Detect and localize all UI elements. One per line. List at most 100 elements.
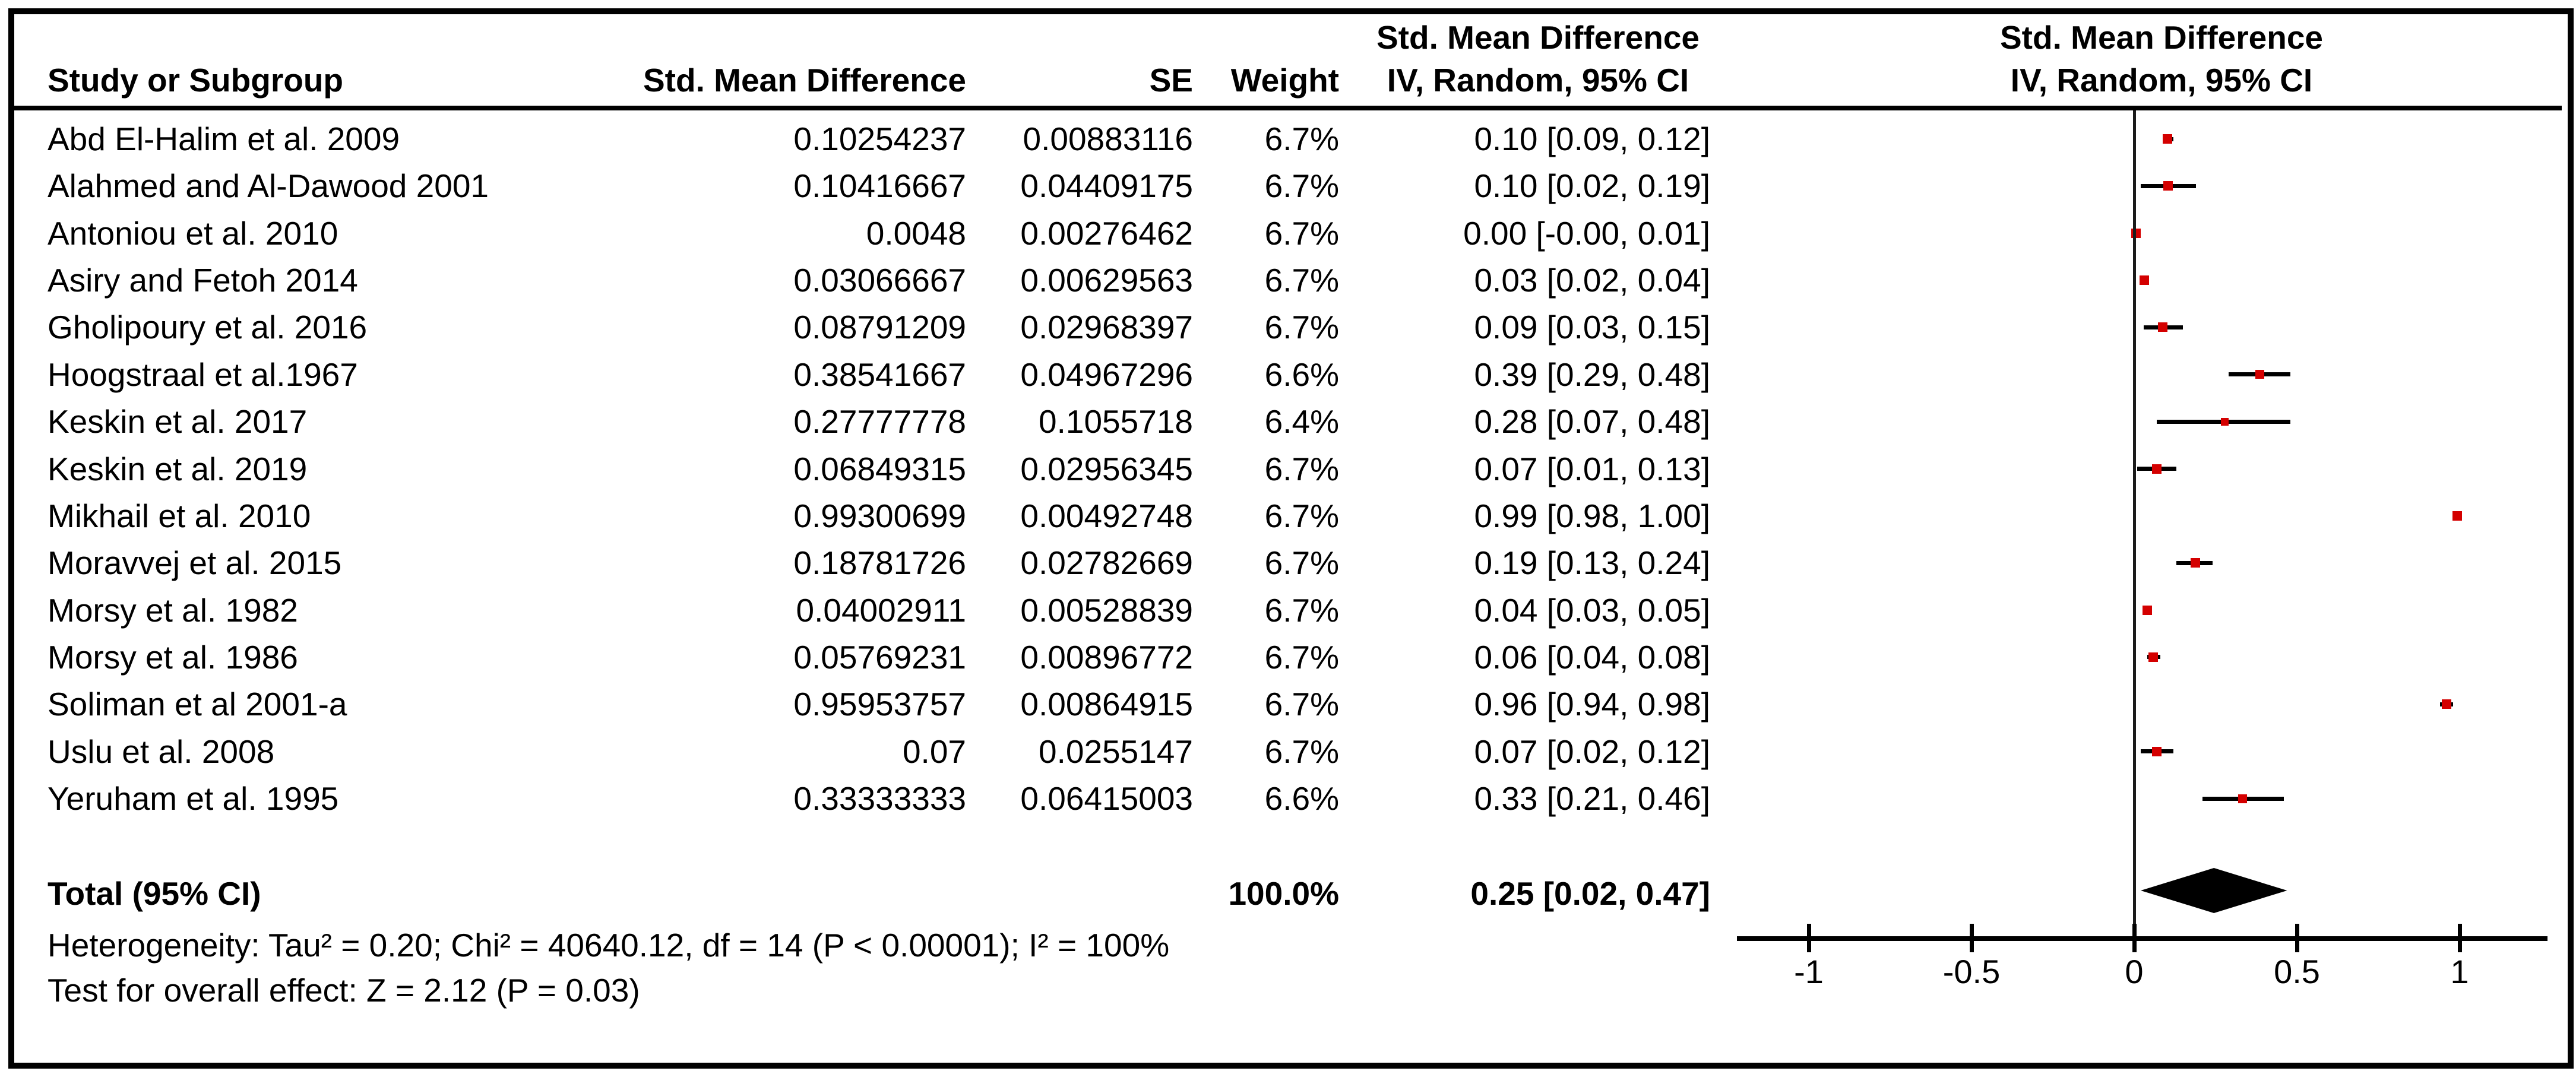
cell-ci: 0.28 [0.07, 0.48] bbox=[1474, 403, 1710, 441]
table-row: Abd El-Halim et al. 2009 0.10254237 0.0088… bbox=[0, 118, 1781, 160]
cell-study: Hoogstraal et al.1967 bbox=[48, 356, 358, 393]
forest-point-marker bbox=[2441, 699, 2451, 709]
cell-se: 0.00492748 bbox=[1020, 497, 1193, 534]
cell-smd: 0.10254237 bbox=[793, 121, 966, 157]
cell-study: Asiry and Fetoh 2014 bbox=[48, 262, 358, 299]
forest-point-marker bbox=[2190, 558, 2200, 568]
heterogeneity-stats: Heterogeneity: Tau² = 0.20; Chi² = 40640… bbox=[48, 927, 1170, 964]
total-weight: 100.0% bbox=[1228, 875, 1339, 912]
table-row: Soliman et al 2001-a 0.95953757 0.00864915… bbox=[0, 683, 1781, 725]
table-row: Alahmed and Al-Dawood 2001 0.10416667 0.04… bbox=[0, 165, 1781, 207]
plot-column-header-line1: Std. Mean Difference bbox=[1999, 19, 2323, 56]
x-axis-tick-label: -0.5 bbox=[1942, 953, 2001, 990]
cell-smd: 0.10416667 bbox=[793, 167, 966, 205]
table-row: Uslu et al. 2008 0.07 0.0255147 6.7% 0.07 [0… bbox=[0, 731, 1781, 772]
table-row: Hoogstraal et al.1967 0.38541667 0.0496729… bbox=[0, 354, 1781, 395]
cell-study: Soliman et al 2001-a bbox=[48, 686, 347, 723]
cell-study: Mikhail et al. 2010 bbox=[48, 497, 311, 534]
x-axis-tick-label: -1 bbox=[1794, 953, 1824, 990]
cell-weight: 6.7% bbox=[1264, 686, 1339, 723]
cell-se: 0.1055718 bbox=[1039, 403, 1193, 441]
cell-se: 0.00528839 bbox=[1020, 591, 1193, 629]
cell-se: 0.02968397 bbox=[1020, 309, 1193, 346]
table-row: Gholipoury et al. 2016 0.08791209 0.029683… bbox=[0, 306, 1781, 348]
cell-weight: 6.7% bbox=[1264, 638, 1339, 676]
cell-ci: 0.06 [0.04, 0.08] bbox=[1474, 638, 1710, 676]
forest-point-marker bbox=[2220, 417, 2229, 426]
cell-smd: 0.18781726 bbox=[793, 544, 966, 582]
smd-column-header: Std. Mean Difference bbox=[643, 62, 966, 99]
cell-weight: 6.7% bbox=[1264, 214, 1339, 252]
study-column-header: Study or Subgroup bbox=[48, 62, 344, 99]
forest-point-marker bbox=[2255, 370, 2264, 379]
cell-weight: 6.6% bbox=[1264, 356, 1339, 393]
x-axis-line bbox=[1737, 936, 2547, 941]
x-axis-tick bbox=[2295, 924, 2299, 952]
x-axis-tick-label: 0 bbox=[2125, 953, 2144, 990]
forest-point-marker bbox=[2158, 322, 2168, 332]
x-axis-tick bbox=[1970, 924, 1974, 952]
cell-study: Keskin et al. 2019 bbox=[48, 450, 308, 487]
cell-weight: 6.7% bbox=[1264, 591, 1339, 629]
cell-ci: 0.96 [0.94, 0.98] bbox=[1474, 686, 1710, 723]
table-row: Yeruham et al. 1995 0.33333333 0.06415003 6… bbox=[0, 778, 1781, 819]
x-axis-tick-label: 1 bbox=[2450, 953, 2469, 990]
table-row: Mikhail et al. 2010 0.99300699 0.00492748 6… bbox=[0, 495, 1781, 537]
forest-point-marker bbox=[2163, 181, 2173, 191]
total-row-label: Total (95% CI) bbox=[48, 875, 261, 912]
forest-point-marker bbox=[2452, 511, 2463, 521]
table-row: Keskin et al. 2019 0.06849315 0.02956345 6.… bbox=[0, 448, 1781, 490]
cell-se: 0.04967296 bbox=[1020, 356, 1193, 393]
cell-weight: 6.7% bbox=[1264, 450, 1339, 487]
cell-se: 0.00629563 bbox=[1020, 262, 1193, 299]
cell-weight: 6.7% bbox=[1264, 121, 1339, 157]
table-row: Antoniou et al. 2010 0.0048 0.00276462 6.7%… bbox=[0, 213, 1781, 254]
forest-point-marker bbox=[2148, 652, 2158, 662]
cell-study: Gholipoury et al. 2016 bbox=[48, 309, 368, 346]
cell-smd: 0.05769231 bbox=[793, 638, 966, 676]
cell-smd: 0.33333333 bbox=[793, 780, 966, 817]
cell-study: Yeruham et al. 1995 bbox=[48, 780, 339, 817]
cell-weight: 6.7% bbox=[1264, 497, 1339, 534]
cell-smd: 0.99300699 bbox=[793, 497, 966, 534]
cell-weight: 6.4% bbox=[1264, 403, 1339, 441]
cell-smd: 0.27777778 bbox=[793, 403, 966, 441]
cell-study: Morsy et al. 1982 bbox=[48, 591, 298, 629]
cell-weight: 6.7% bbox=[1264, 544, 1339, 582]
cell-se: 0.00883116 bbox=[1023, 121, 1194, 157]
cell-weight: 6.7% bbox=[1264, 262, 1339, 299]
cell-study: Moravvej et al. 2015 bbox=[48, 544, 342, 582]
table-row: Keskin et al. 2017 0.27777778 0.1055718 6.4… bbox=[0, 401, 1781, 442]
cell-smd: 0.08791209 bbox=[793, 309, 966, 346]
cell-smd: 0.95953757 bbox=[793, 686, 966, 723]
cell-ci: 0.19 [0.13, 0.24] bbox=[1474, 544, 1710, 582]
plot-column-header-line2: IV, Random, 95% CI bbox=[2010, 62, 2313, 99]
cell-ci: 0.00 [-0.00, 0.01] bbox=[1463, 214, 1710, 252]
header-separator-line bbox=[14, 106, 2562, 110]
forest-point-marker bbox=[2163, 134, 2173, 144]
cell-smd: 0.04002911 bbox=[796, 591, 967, 629]
cell-smd: 0.06849315 bbox=[793, 450, 966, 487]
table-row: Morsy et al. 1986 0.05769231 0.00896772 6.7… bbox=[0, 636, 1781, 678]
cell-weight: 6.7% bbox=[1264, 309, 1339, 346]
table-row: Asiry and Fetoh 2014 0.03066667 0.00629563… bbox=[0, 259, 1781, 301]
ci-column-header-line1: Std. Mean Difference bbox=[1376, 19, 1700, 56]
cell-study: Alahmed and Al-Dawood 2001 bbox=[48, 167, 489, 205]
cell-se: 0.02956345 bbox=[1020, 450, 1193, 487]
total-ci-text: 0.25 [0.02, 0.47] bbox=[1470, 875, 1710, 912]
cell-ci: 0.04 [0.03, 0.05] bbox=[1474, 591, 1710, 629]
weight-column-header: Weight bbox=[1230, 62, 1339, 99]
cell-ci: 0.03 [0.02, 0.04] bbox=[1474, 262, 1710, 299]
cell-se: 0.02782669 bbox=[1020, 544, 1193, 582]
cell-weight: 6.7% bbox=[1264, 167, 1339, 205]
cell-ci: 0.10 [0.02, 0.19] bbox=[1474, 167, 1710, 205]
cell-ci: 0.07 [0.02, 0.12] bbox=[1474, 733, 1710, 770]
cell-ci: 0.33 [0.21, 0.46] bbox=[1474, 780, 1710, 817]
cell-ci: 0.99 [0.98, 1.00] bbox=[1474, 497, 1710, 534]
cell-smd: 0.38541667 bbox=[793, 356, 966, 393]
cell-se: 0.0255147 bbox=[1039, 733, 1193, 770]
cell-study: Uslu et al. 2008 bbox=[48, 733, 275, 770]
x-axis-tick-label: 0.5 bbox=[2274, 953, 2320, 990]
se-column-header: SE bbox=[1149, 62, 1193, 99]
cell-smd: 0.03066667 bbox=[793, 262, 966, 299]
